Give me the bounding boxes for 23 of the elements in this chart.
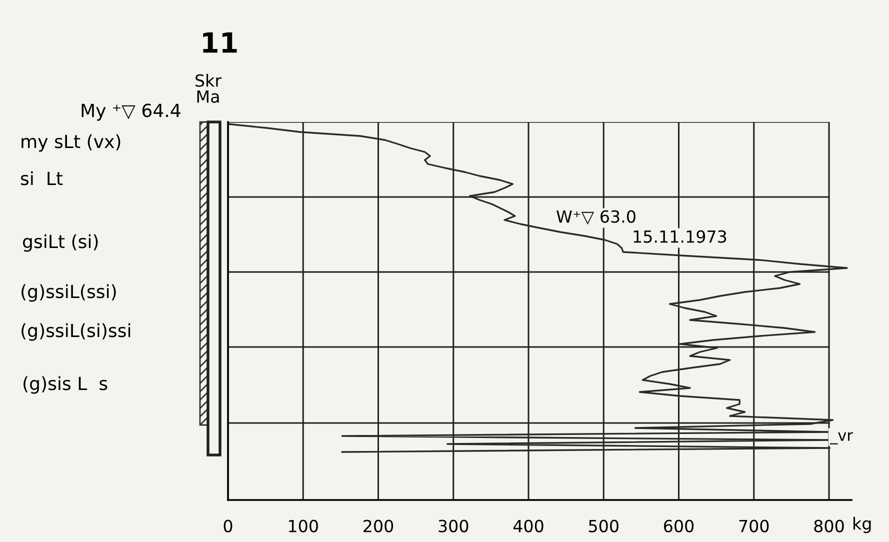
x-axis-title: kg bbox=[854, 516, 871, 534]
x-tick-label: 700 bbox=[739, 520, 769, 532]
chart-title: 11 bbox=[203, 32, 237, 53]
text: (g)sis L s bbox=[24, 376, 108, 394]
text: si Lt bbox=[20, 171, 63, 186]
text: My ⁺▽ 64.4 bbox=[82, 104, 180, 121]
text: my sLt (vx) bbox=[22, 134, 120, 152]
x-tick-label: 800 bbox=[814, 520, 844, 532]
x-tick-label: 200 bbox=[364, 520, 394, 532]
x-tick-label: 400 bbox=[513, 520, 544, 532]
x-tick-label: 300 bbox=[438, 520, 468, 532]
annotation: 15.11.1973 bbox=[634, 230, 726, 243]
text: (g)ssiL(si)ssi bbox=[22, 323, 130, 341]
x-tick-label: 500 bbox=[589, 520, 618, 532]
text: gsiLt (si) bbox=[22, 234, 98, 252]
text: (g)ssiL(ssi) bbox=[22, 284, 116, 302]
annotation: W⁺▽ 63.0 bbox=[556, 210, 636, 225]
x-tick-label: 100 bbox=[289, 520, 318, 532]
text: Skr bbox=[196, 74, 222, 87]
x-tick-label: 0 bbox=[224, 520, 232, 532]
text: Ma bbox=[197, 90, 219, 103]
annotation: _vr bbox=[830, 432, 853, 444]
x-tick-label: 600 bbox=[664, 520, 694, 532]
